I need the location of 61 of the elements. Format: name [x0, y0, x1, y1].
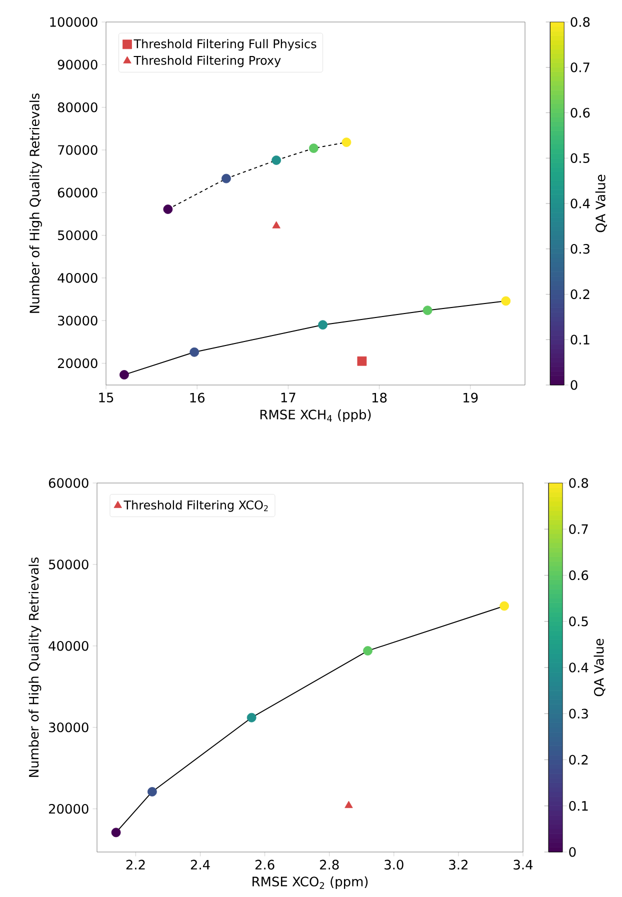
y-tick-label: 40000	[48, 641, 88, 651]
color-bar-label: 0.1	[570, 334, 590, 345]
color-bar-label: 0	[569, 847, 576, 857]
point	[147, 787, 157, 796]
color-bar-label: 0	[570, 380, 578, 390]
y-tick-label: 30000	[58, 316, 98, 326]
y-tick-label: 30000	[49, 722, 88, 732]
legend-label: Threshold Filtering Full Physics	[134, 39, 316, 51]
color-bar-label: 0.2	[569, 754, 588, 765]
x-tick-label: 2.8	[320, 860, 339, 870]
x-tick-label: 2.6	[255, 860, 274, 870]
y-tick-label: 100000	[50, 17, 98, 27]
x-tick-label: 3.0	[384, 860, 404, 870]
color-bar-label: 0.6	[569, 570, 588, 580]
point	[363, 646, 372, 656]
legend-label: Threshold Filtering XCO$_{2}$	[124, 500, 268, 512]
color-bar-label: 0.8	[570, 17, 590, 27]
y-tick-label: 20000	[48, 804, 88, 814]
y-axis-title: Number of High Quality Retrievals	[28, 557, 42, 777]
x-tick-label: 3.4	[514, 860, 533, 870]
y-tick-label: 40000	[58, 273, 98, 283]
x-tick-label: 17	[281, 392, 296, 402]
color-bar-label: 0.8	[569, 478, 588, 488]
color-bar-label: 0.3	[570, 244, 590, 254]
x-tick-label: 2.4	[190, 860, 210, 870]
point	[272, 221, 280, 228]
y-tick-label: 60000	[48, 478, 88, 488]
x-tick-label: 18	[372, 392, 387, 403]
legend-label: Threshold Filtering Proxy	[134, 56, 281, 68]
color-bar-label: 0.2	[570, 289, 590, 300]
color-bar-title: QA Value	[594, 638, 606, 696]
point	[246, 712, 256, 722]
x-axis-title: RMSE XCH$_{4}$ (ppb)	[260, 409, 371, 422]
point	[357, 356, 367, 366]
x-tick-label: 19	[464, 392, 478, 403]
point	[500, 601, 509, 611]
color-bar-label: 0.7	[569, 524, 588, 534]
color-bar-label: 0.7	[570, 62, 590, 72]
y-tick-label: 50000	[49, 560, 88, 570]
color-bar-label: 0.1	[569, 800, 588, 811]
y-tick-label: 50000	[58, 230, 98, 240]
color-bar-label: 0.4	[570, 198, 590, 208]
color-bar-label: 0.3	[569, 708, 588, 719]
color-bar-label: 0.6	[570, 108, 590, 118]
x-tick-label: 16	[190, 392, 205, 403]
x-tick-label: 2.2	[126, 860, 145, 870]
y-tick-label: 90000	[58, 60, 98, 70]
color-bar-label: 0.5	[570, 153, 590, 164]
x-axis-title: RMSE XCO$_{2}$ (ppm)	[252, 876, 368, 889]
y-tick-label: 70000	[58, 145, 98, 155]
x-tick-label: 3.2	[449, 860, 468, 870]
point	[111, 828, 121, 838]
x-tick-label: 15	[99, 392, 114, 402]
y-tick-label: 80000	[58, 102, 98, 112]
point	[344, 800, 353, 808]
y-tick-label: 20000	[58, 358, 98, 368]
y-axis-title: Number of High Quality Retrievals	[29, 93, 42, 313]
color-bar-title: QA Value	[595, 174, 607, 232]
color-bar-label: 0.4	[569, 662, 588, 672]
color-bar-label: 0.5	[569, 616, 588, 626]
y-tick-label: 60000	[58, 188, 98, 198]
